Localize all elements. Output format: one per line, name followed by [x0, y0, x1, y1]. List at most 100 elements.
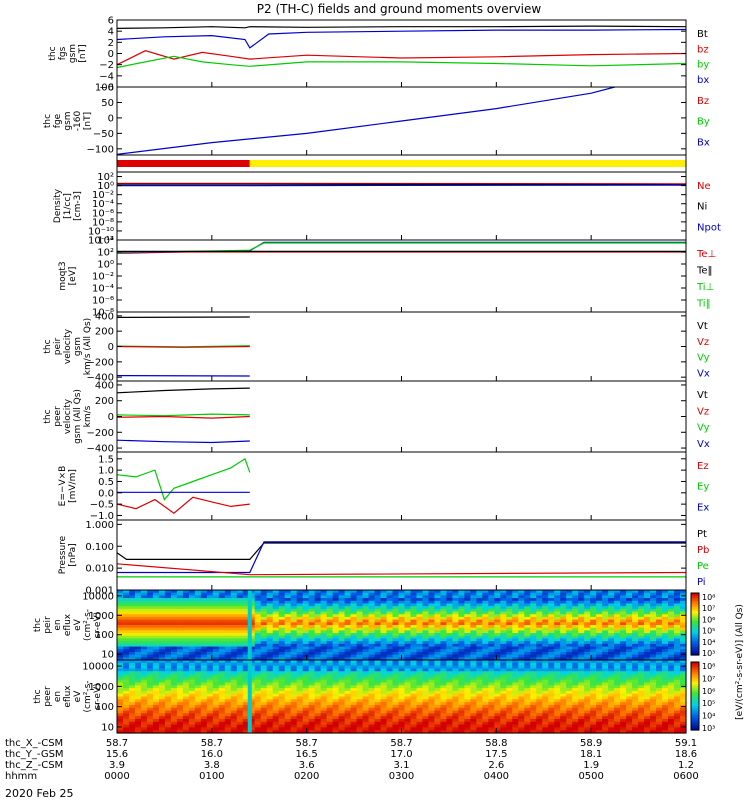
- heat-cell: [632, 635, 639, 640]
- heat-cell: [410, 625, 418, 629]
- heat-cell: [128, 713, 136, 717]
- heat-cell: [206, 603, 214, 607]
- heat-cell: [350, 595, 358, 599]
- heat-cell: [332, 662, 340, 667]
- heat-cell: [614, 660, 621, 664]
- heat-cell: [410, 606, 418, 610]
- heat-cell: [446, 665, 454, 670]
- heat-cell: [368, 625, 376, 629]
- heat-cell: [392, 635, 400, 640]
- heat-cell: [242, 627, 250, 631]
- heat-cell: [272, 643, 280, 648]
- heat-cell: [542, 606, 549, 610]
- legend-entry: bx: [697, 75, 709, 86]
- heat-cell: [308, 721, 316, 726]
- heat-cell: [446, 611, 454, 615]
- heat-cell: [482, 616, 489, 621]
- heat-cell: [590, 690, 597, 695]
- heat-cell: [332, 646, 340, 650]
- heat-cell: [134, 662, 142, 667]
- heat-cell: [164, 633, 172, 637]
- heat-cell: [482, 598, 489, 602]
- heat-cell: [572, 651, 579, 656]
- heat-cell: [506, 630, 513, 634]
- heat-cell: [404, 696, 412, 700]
- ylabel-line: thc: [33, 618, 43, 632]
- heat-cell: [542, 643, 549, 648]
- heat-cell: [524, 724, 531, 728]
- heat-cell: [392, 657, 400, 661]
- heat-cell: [380, 685, 388, 689]
- heat-cell: [560, 630, 567, 634]
- heat-cell: [422, 603, 430, 607]
- heat-cell: [266, 614, 274, 618]
- heat-cell: [368, 651, 376, 656]
- heat-cell: [500, 676, 507, 681]
- heat-cell: [356, 662, 364, 667]
- heat-cell: [512, 707, 519, 712]
- heat-cell: [308, 685, 316, 689]
- heat-cell: [134, 702, 142, 706]
- heat-cell: [650, 638, 657, 642]
- heat-cell: [212, 660, 220, 664]
- heat-cell: [392, 690, 400, 695]
- heat-cell: [584, 603, 591, 607]
- heat-cell: [620, 651, 627, 656]
- heat-cell: [278, 710, 286, 714]
- heat-cell: [170, 614, 178, 618]
- heat-cell: [440, 638, 448, 642]
- heat-cell: [608, 685, 615, 689]
- heat-cell: [596, 598, 603, 602]
- heat-cell: [332, 657, 340, 661]
- heat-cell: [182, 716, 190, 720]
- heat-cell: [416, 685, 424, 689]
- heat-cell: [458, 682, 465, 686]
- heat-cell: [512, 730, 519, 734]
- heat-cell: [602, 730, 609, 734]
- heat-cell: [260, 638, 268, 642]
- heat-cell: [446, 710, 454, 714]
- heat-cell: [338, 651, 346, 656]
- heat-cell: [422, 693, 430, 698]
- heat-cell: [344, 603, 352, 607]
- heat-cell: [482, 641, 489, 645]
- heat-cell: [230, 702, 238, 706]
- heat-cell: [332, 699, 340, 703]
- heat-cell: [440, 685, 448, 689]
- heat-cell: [362, 592, 370, 596]
- heat-cell: [218, 718, 226, 723]
- heat-cell: [230, 682, 238, 686]
- heat-cell: [236, 649, 244, 653]
- heat-cell: [608, 600, 615, 605]
- heat-cell: [668, 651, 675, 656]
- heat-cell: [488, 616, 495, 621]
- heat-cell: [500, 633, 507, 637]
- heat-cell: [620, 600, 627, 605]
- heat-cell: [656, 651, 663, 656]
- heat-cell: [200, 651, 208, 656]
- heat-cell: [512, 696, 519, 700]
- series-line-0: [116, 387, 250, 394]
- heat-cell: [332, 614, 340, 618]
- heat-cell: [236, 595, 244, 599]
- heat-cell: [524, 679, 531, 684]
- heat-cell: [440, 635, 448, 640]
- heat-cell: [320, 718, 328, 723]
- heat-cell: [506, 696, 513, 700]
- heat-cell: [548, 707, 555, 712]
- heat-cell: [656, 595, 663, 599]
- heat-cell: [434, 649, 442, 653]
- heat-cell: [314, 633, 322, 637]
- heat-cell: [260, 696, 268, 700]
- heat-cell: [548, 727, 555, 731]
- heat-cell: [260, 727, 268, 731]
- heat-cell: [200, 721, 208, 726]
- heat-cell: [518, 665, 525, 670]
- heat-cell: [272, 676, 280, 681]
- heat-cell: [134, 590, 142, 594]
- heat-cell: [128, 633, 136, 637]
- heat-cell: [350, 716, 358, 720]
- heat-cell: [117, 630, 124, 634]
- heat-cell: [560, 688, 567, 692]
- heat-cell: [146, 622, 154, 626]
